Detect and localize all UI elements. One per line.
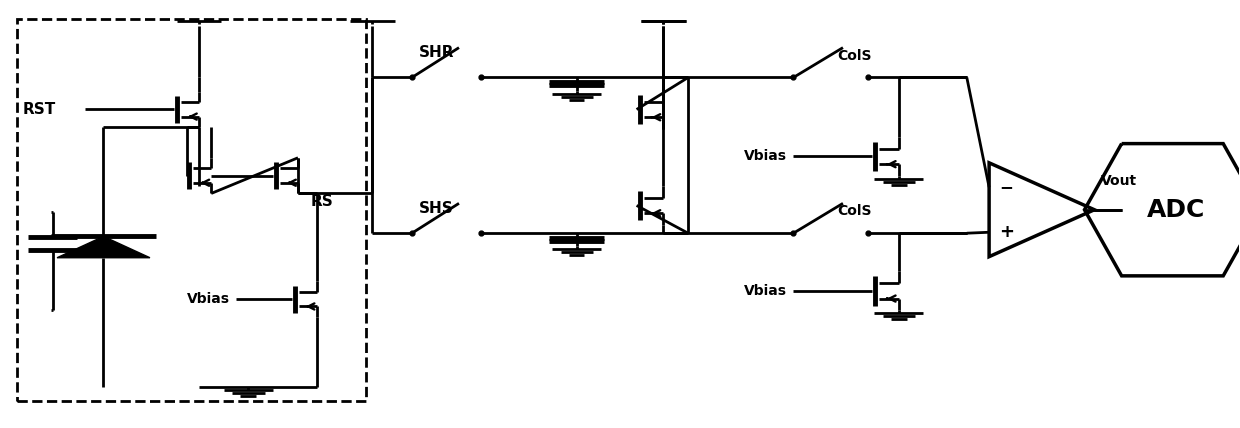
Text: SHR: SHR xyxy=(419,45,455,60)
Polygon shape xyxy=(57,236,150,258)
Text: SHS: SHS xyxy=(419,201,454,216)
Text: ColS: ColS xyxy=(837,48,872,62)
Text: Vbias: Vbias xyxy=(187,292,229,306)
Text: Vout: Vout xyxy=(1101,174,1137,188)
Text: Vbias: Vbias xyxy=(744,284,787,298)
Bar xyxy=(17,19,366,401)
Text: +: + xyxy=(999,223,1014,241)
Text: ADC: ADC xyxy=(1147,198,1205,222)
Text: −: − xyxy=(999,178,1013,196)
Text: RST: RST xyxy=(24,102,56,117)
Text: ColS: ColS xyxy=(837,204,872,218)
Text: Vbias: Vbias xyxy=(744,149,787,163)
Text: RS: RS xyxy=(310,194,334,209)
